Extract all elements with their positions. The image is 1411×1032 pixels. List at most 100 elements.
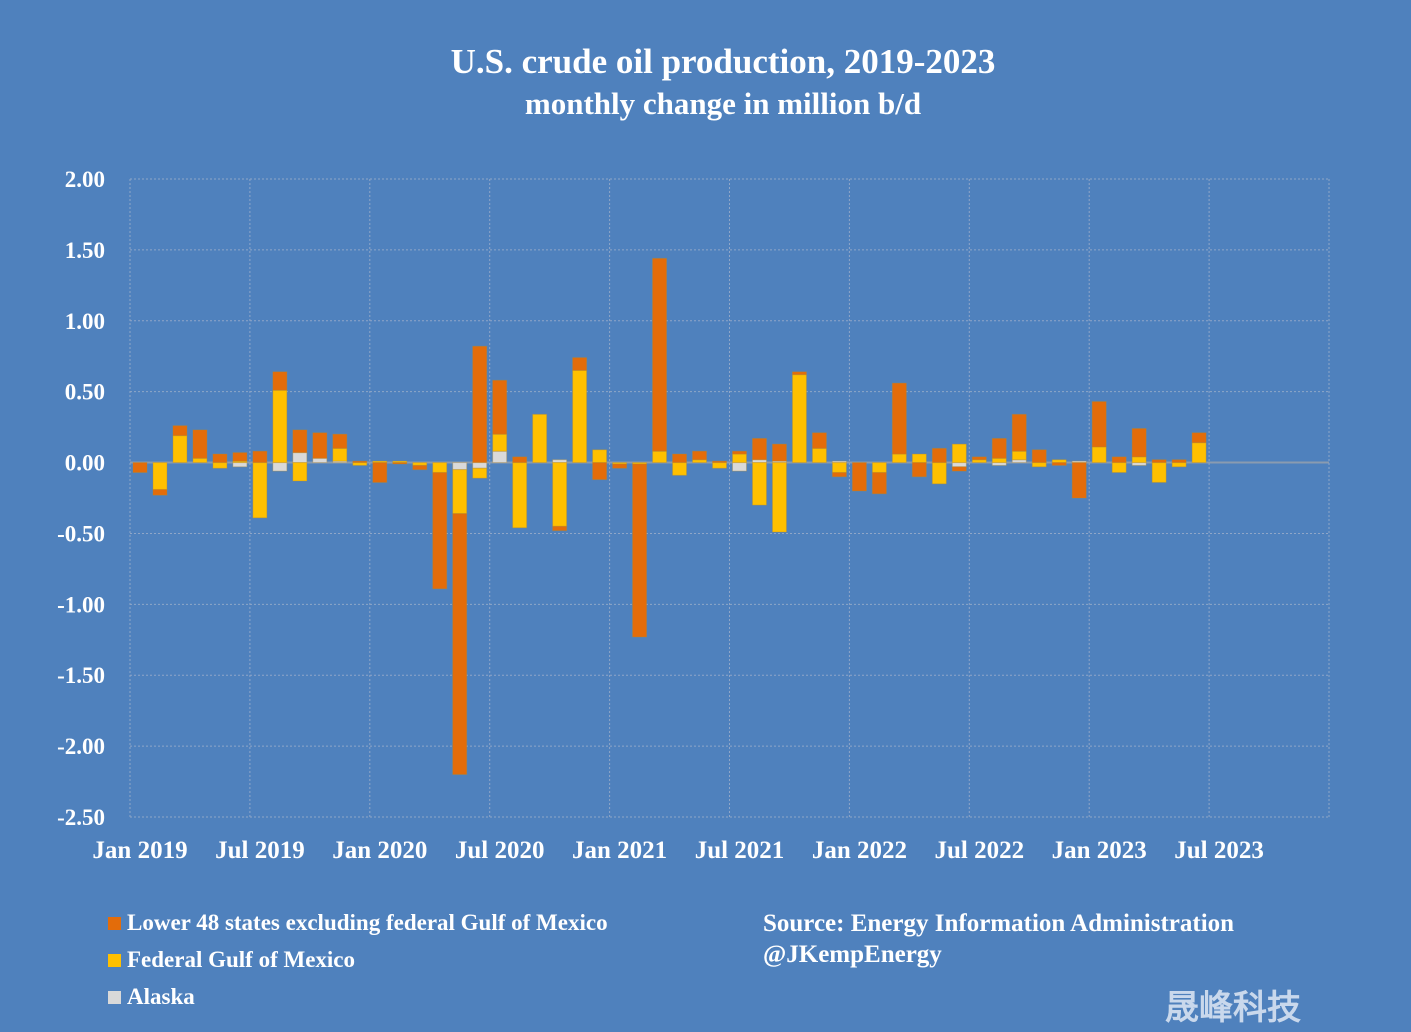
legend-swatch	[108, 916, 121, 930]
bar-segment	[1131, 456, 1147, 464]
bar-segment	[1071, 462, 1087, 499]
bar-segment	[172, 425, 188, 437]
bar-segment	[592, 462, 608, 481]
y-tick-label: 0.00	[65, 451, 105, 476]
bar-segment	[1031, 449, 1047, 464]
bar-segment	[132, 462, 148, 473]
legend-item-gulf: Federal Gulf of Mexico	[108, 947, 355, 973]
bar-segment	[512, 462, 528, 529]
chart-subtitle: monthly change in million b/d	[524, 86, 922, 121]
bar-segment	[951, 443, 967, 464]
bar-segment	[1011, 450, 1027, 461]
legend-label: Alaska	[127, 984, 195, 1009]
bar-segment	[1131, 428, 1147, 458]
bar-segment	[732, 453, 747, 464]
bar-segment	[312, 457, 328, 464]
x-tick-label: Jan 2021	[572, 837, 667, 864]
x-tick-label: Jul 2022	[934, 837, 1024, 864]
bar-segment	[672, 453, 688, 464]
bar-segment	[831, 471, 847, 478]
bar-segment	[392, 462, 408, 465]
bar-segment	[432, 462, 448, 473]
bar-segment	[991, 437, 1007, 459]
bar-segment	[732, 450, 747, 455]
y-tick-label: -2.00	[57, 734, 105, 759]
bar-segment	[851, 462, 867, 492]
bar-segment	[712, 462, 727, 469]
bar-segment	[1091, 446, 1107, 464]
bar-segment	[1151, 459, 1167, 464]
x-tick-label: Jan 2023	[1052, 837, 1147, 864]
bar-segment	[1191, 432, 1207, 444]
bar-segment	[951, 466, 967, 472]
bar-segment	[811, 432, 827, 449]
bar-segment	[1031, 462, 1047, 468]
bar-segment	[552, 462, 568, 527]
bar-segment	[552, 525, 568, 532]
x-tick-label: Jan 2020	[332, 837, 427, 864]
bar-segment	[672, 462, 688, 476]
legend-item-lower48: Lower 48 states excluding federal Gulf o…	[108, 910, 608, 936]
x-tick-label: Jan 2022	[812, 837, 907, 864]
bar-segment	[831, 462, 847, 473]
bar-segment	[1151, 462, 1167, 483]
bar-segment	[1111, 462, 1127, 473]
bar-segment	[432, 471, 448, 590]
bar-segment	[492, 433, 508, 452]
legend-swatch	[108, 953, 121, 967]
bar-segment	[192, 457, 208, 464]
bar-segment	[1011, 413, 1027, 452]
bar-segment	[971, 456, 987, 461]
source-text: Source: Energy Information Administratio…	[763, 910, 1235, 937]
bar-segment	[332, 433, 348, 449]
bar-segment	[212, 462, 228, 469]
y-tick-label: 2.00	[65, 167, 105, 192]
legend-label: Federal Gulf of Mexico	[127, 947, 356, 972]
bar-segment	[692, 450, 708, 461]
bar-segment	[652, 257, 668, 452]
legend-swatch	[108, 990, 121, 1004]
bar-segment	[452, 513, 468, 775]
watermark-logo: 晟峰科技	[1165, 988, 1301, 1028]
bar-segment	[732, 462, 747, 472]
y-tick-label: -2.50	[57, 805, 105, 830]
bar-segment	[811, 447, 827, 464]
bar-segment	[652, 450, 668, 464]
bar-segment	[1171, 462, 1187, 468]
bar-segment	[512, 456, 528, 464]
bar-segment	[791, 374, 807, 464]
bar-segment	[991, 457, 1007, 464]
bar-segment	[1111, 456, 1127, 464]
y-tick-label: 1.00	[65, 309, 105, 334]
bar-segment	[572, 357, 588, 371]
bar-segment	[472, 467, 488, 479]
bar-segment	[252, 450, 268, 464]
bar-segment	[172, 435, 188, 464]
bar-segment	[891, 382, 907, 455]
y-tick-label: -1.00	[57, 592, 105, 617]
bar-segment	[712, 460, 727, 464]
bar-segment	[751, 437, 767, 461]
x-tick-label: Jul 2021	[695, 837, 785, 864]
bar-segment	[1171, 459, 1187, 464]
author-handle: @JKempEnergy	[763, 941, 942, 968]
bar-segment	[911, 453, 927, 464]
bar-segment	[232, 462, 248, 468]
bar-segment	[292, 452, 308, 464]
bar-segment	[152, 488, 168, 496]
bar-segment	[332, 447, 348, 462]
bar-segment	[1191, 442, 1207, 464]
x-tick-label: Jul 2023	[1174, 837, 1264, 864]
bar-segment	[252, 462, 268, 519]
legend-item-alaska: Alaska	[108, 984, 195, 1010]
bar-segment	[931, 447, 947, 464]
bar-segment	[632, 463, 648, 638]
bar-segment	[592, 449, 608, 464]
bar-segment	[272, 389, 288, 464]
bar-segment	[412, 462, 428, 466]
x-tick-label: Jul 2020	[455, 837, 545, 864]
bar-segment	[412, 464, 428, 471]
bar-segment	[452, 462, 468, 471]
bar-segment	[1051, 462, 1067, 466]
